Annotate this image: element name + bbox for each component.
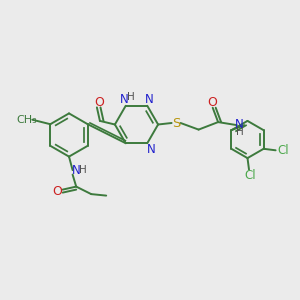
Text: H: H <box>236 127 244 137</box>
Text: S: S <box>172 116 180 130</box>
Text: O: O <box>52 184 62 198</box>
Text: Cl: Cl <box>244 169 256 182</box>
Text: O: O <box>94 95 104 109</box>
Text: H: H <box>127 92 135 102</box>
Text: H: H <box>79 165 87 175</box>
Text: Cl: Cl <box>277 144 289 157</box>
Text: O: O <box>207 96 217 109</box>
Text: N: N <box>144 93 153 106</box>
Text: CH₃: CH₃ <box>16 115 37 125</box>
Text: N: N <box>235 118 244 131</box>
Text: N: N <box>146 143 155 156</box>
Text: N: N <box>72 164 81 177</box>
Text: N: N <box>120 93 129 106</box>
